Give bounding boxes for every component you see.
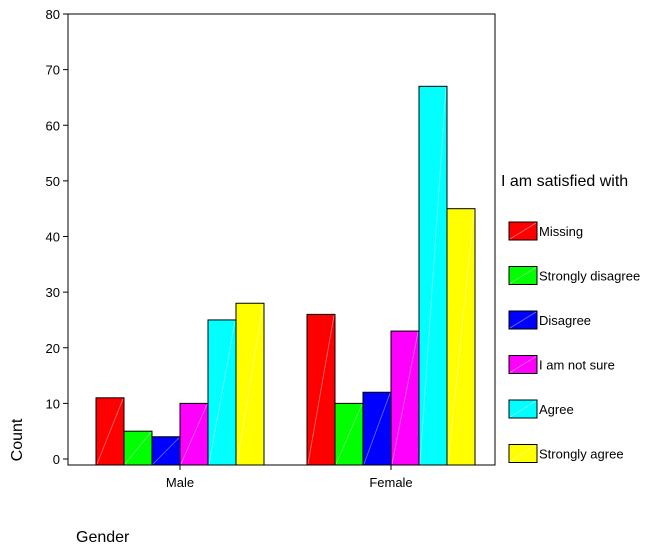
legend-swatch-i-am-not-sure [508,355,538,374]
bar-male-strongly-disagree [123,430,153,466]
bars-group [95,85,476,466]
legend-label-i-am-not-sure: I am not sure [539,358,615,373]
plot-frame [67,13,496,466]
legend-label-disagree: Disagree [539,313,591,328]
bar-shading [363,393,391,465]
legend-swatch-shading [509,445,537,462]
legend-swatch-disagree [508,310,538,330]
y-tick-label: 20 [46,341,60,356]
bar-shading [96,398,124,465]
bar-shading [208,320,236,465]
y-tick-label: 80 [46,7,60,22]
legend: I am satisfied with Missing Strongly disa… [501,173,640,463]
x-axis: Male Female [166,465,413,490]
legend-swatch-shading [509,311,537,329]
y-tick-label: 60 [46,118,60,133]
legend-swatch-shading [509,222,537,240]
x-axis-title: Gender [76,529,130,546]
legend-swatch-shading [509,400,537,418]
legend-title: I am satisfied with [501,173,628,190]
y-tick-label: 0 [53,452,60,467]
legend-swatch-shading [509,356,537,373]
y-tick-label: 10 [46,396,60,411]
bar-shading [335,404,363,465]
x-tick-label: Male [166,475,194,490]
bar-male-missing [95,397,125,466]
bar-shading [152,437,180,465]
legend-swatch-missing [508,221,538,241]
legend-label-strongly-agree: Strongly agree [539,447,624,462]
bar-shading [419,87,447,465]
y-tick-label: 40 [46,230,60,245]
bar-shading [236,304,264,465]
y-axis: 0 10 20 30 40 50 60 70 80 [46,7,68,467]
bar-shading [391,331,419,465]
bar-female-strongly-agree [446,208,476,466]
bar-shading [180,404,208,465]
legend-swatch-strongly-agree [508,444,538,463]
legend-label-agree: Agree [539,402,574,417]
bar-shading [124,431,152,465]
bar-male-strongly-agree [235,302,265,466]
y-axis-title: Count [9,418,26,461]
bar-shading [307,315,335,465]
bar-female-missing [306,313,336,466]
bar-shading [447,209,475,465]
y-tick-label: 70 [46,63,60,78]
x-tick-label: Female [369,475,412,490]
y-tick-label: 30 [46,285,60,300]
legend-swatch-strongly-disagree [508,266,538,285]
legend-label-missing: Missing [539,224,583,239]
legend-swatch-shading [509,267,537,284]
y-tick-label: 50 [46,174,60,189]
legend-swatch-agree [508,399,538,419]
bar-male-disagree [151,436,181,466]
legend-label-strongly-disagree: Strongly disagree [539,269,640,284]
